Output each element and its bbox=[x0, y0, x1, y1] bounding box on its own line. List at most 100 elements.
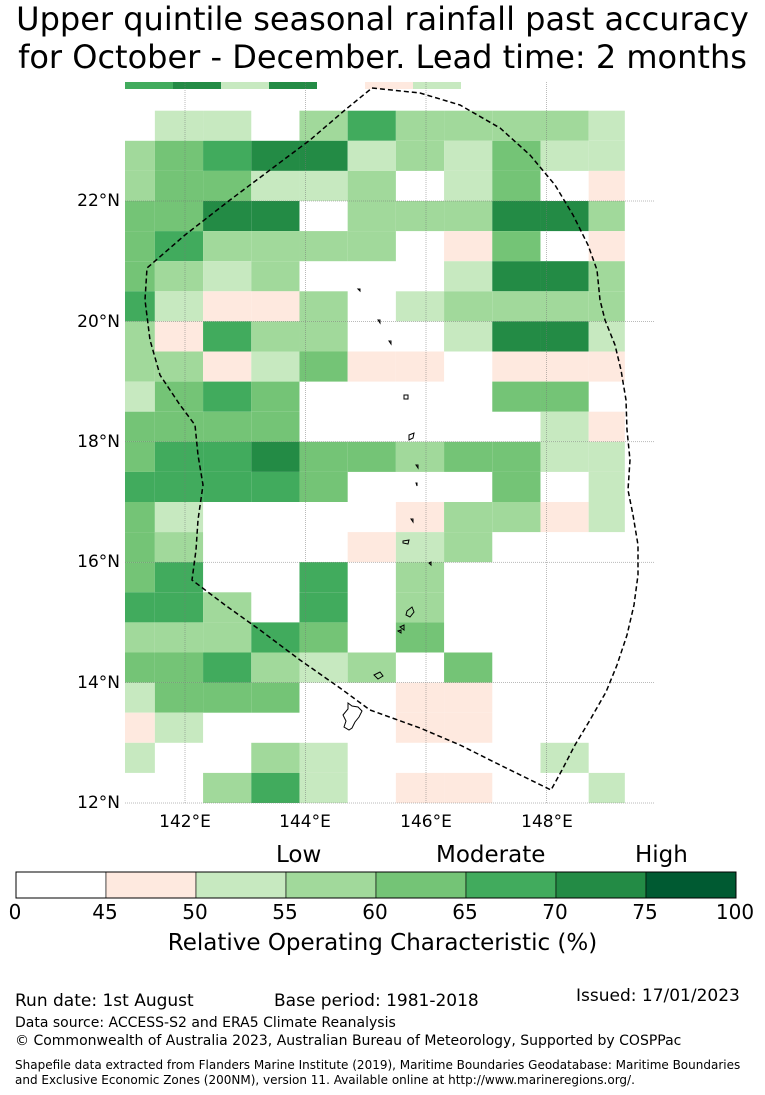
grid-cell bbox=[251, 231, 300, 262]
island-aguijan bbox=[396, 629, 402, 634]
grid-cell bbox=[154, 562, 204, 593]
colorbar-title: Relative Operating Characteristic (%) bbox=[167, 930, 598, 956]
chart-title: Upper quintile seasonal rainfall past ac… bbox=[0, 0, 765, 76]
cbar-tick-70: 70 bbox=[542, 900, 568, 924]
grid-cell bbox=[444, 772, 493, 803]
grid-cell bbox=[444, 712, 493, 743]
colorbar-segment bbox=[15, 871, 107, 899]
category-moderate: Moderate bbox=[436, 842, 546, 868]
grid-cell bbox=[588, 502, 625, 533]
grid-cell bbox=[492, 321, 541, 352]
grid-cell bbox=[154, 261, 204, 292]
grid-cell bbox=[588, 321, 625, 352]
island-rota bbox=[373, 671, 384, 680]
grid-cell bbox=[203, 140, 252, 171]
grid-cell bbox=[299, 742, 348, 773]
cbar-tick-100: 100 bbox=[715, 900, 755, 924]
grid-cell bbox=[492, 381, 541, 412]
grid-cell bbox=[251, 682, 300, 713]
grid-cell bbox=[444, 502, 493, 533]
grid-cell bbox=[251, 471, 300, 502]
grid-cell bbox=[444, 291, 493, 322]
grid-cell bbox=[347, 441, 396, 472]
colorbar-segment bbox=[465, 871, 557, 899]
grid-cell bbox=[299, 291, 348, 322]
grid-cell bbox=[299, 471, 348, 502]
grid-cell bbox=[347, 351, 396, 382]
cbar-tick-60: 60 bbox=[362, 900, 388, 924]
grid-cell bbox=[203, 652, 252, 683]
grid-cell bbox=[125, 712, 155, 743]
grid-cell bbox=[299, 562, 348, 593]
grid-cell bbox=[203, 201, 252, 232]
grid-cell bbox=[125, 351, 155, 382]
title-line-2: for October - December. Lead time: 2 mon… bbox=[18, 38, 747, 76]
y-tick-16n: 16°N bbox=[77, 552, 120, 572]
grid-cell bbox=[251, 291, 300, 322]
grid-cell bbox=[492, 140, 541, 171]
grid-cell bbox=[154, 110, 204, 141]
grid-cell bbox=[588, 441, 625, 472]
island-agrihan bbox=[403, 394, 409, 400]
grid-cell bbox=[492, 291, 541, 322]
grid-cell bbox=[347, 532, 396, 563]
grid-cell bbox=[347, 201, 396, 232]
data-source: Data source: ACCESS-S2 and ERA5 Climate … bbox=[15, 1015, 396, 1031]
grid-cell bbox=[299, 170, 348, 201]
grid-cell bbox=[444, 110, 493, 141]
grid-cell bbox=[251, 170, 300, 201]
copyright: © Commonwealth of Australia 2023, Austra… bbox=[15, 1033, 682, 1049]
grid-cell bbox=[173, 82, 221, 89]
grid-cell bbox=[540, 441, 589, 472]
islands-outline bbox=[342, 288, 432, 731]
grid-cell bbox=[125, 502, 155, 533]
cbar-tick-75: 75 bbox=[632, 900, 658, 924]
grid-cell bbox=[203, 772, 252, 803]
grid-cell bbox=[251, 622, 300, 653]
grid-cell bbox=[444, 231, 493, 262]
colorbar bbox=[15, 871, 737, 899]
grid-cell bbox=[395, 502, 445, 533]
grid-cell bbox=[125, 532, 155, 563]
grid-cell bbox=[444, 532, 493, 563]
grid-cell bbox=[125, 742, 155, 773]
grid-cell bbox=[588, 231, 625, 262]
grid-cell bbox=[125, 682, 155, 713]
colorbar-frame bbox=[15, 871, 737, 899]
cbar-tick-50: 50 bbox=[182, 900, 208, 924]
grid-cell bbox=[203, 291, 252, 322]
grid-cell bbox=[395, 532, 445, 563]
grid-cell bbox=[125, 321, 155, 352]
grid-cell bbox=[299, 351, 348, 382]
cbar-tick-55: 55 bbox=[272, 900, 298, 924]
grid-cell bbox=[588, 772, 625, 803]
grid-cell bbox=[299, 772, 348, 803]
grid-cell bbox=[395, 201, 445, 232]
x-tick-146e: 146°E bbox=[400, 812, 452, 832]
grid-cell bbox=[395, 682, 445, 713]
x-tick-142e: 142°E bbox=[159, 812, 211, 832]
colorbar-segment bbox=[645, 871, 737, 899]
grid-cell bbox=[203, 110, 252, 141]
cbar-tick-65: 65 bbox=[452, 900, 478, 924]
grid-cell bbox=[299, 592, 348, 623]
grid-cell bbox=[125, 441, 155, 472]
colorbar-segment bbox=[555, 871, 647, 899]
grid-cell bbox=[154, 622, 204, 653]
island-tinian bbox=[399, 624, 405, 631]
grid-cell bbox=[251, 201, 300, 232]
grid-cell bbox=[540, 742, 589, 773]
grid-cell bbox=[540, 291, 589, 322]
grid-cell bbox=[154, 321, 204, 352]
grid-cell bbox=[299, 231, 348, 262]
grid-cell bbox=[444, 682, 493, 713]
grid-cell bbox=[540, 140, 589, 171]
grid-cell bbox=[444, 441, 493, 472]
grid-cell bbox=[251, 381, 300, 412]
grid-cell bbox=[299, 441, 348, 472]
grid-cell bbox=[540, 411, 589, 442]
grid-cell bbox=[347, 170, 396, 201]
colorbar-segment bbox=[285, 871, 377, 899]
grid-cell bbox=[395, 712, 445, 743]
island-alamagan bbox=[415, 464, 419, 470]
